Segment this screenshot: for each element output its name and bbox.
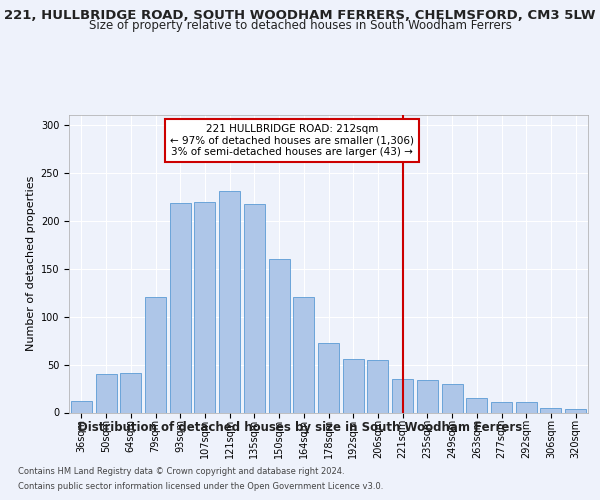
Bar: [219, 191, 240, 412]
Text: 221, HULLBRIDGE ROAD, SOUTH WOODHAM FERRERS, CHELMSFORD, CM3 5LW: 221, HULLBRIDGE ROAD, SOUTH WOODHAM FERR…: [4, 9, 596, 22]
Bar: [541, 408, 562, 412]
Bar: [71, 401, 92, 412]
Bar: [417, 380, 438, 412]
Bar: [343, 359, 364, 412]
Bar: [194, 202, 215, 412]
Bar: [367, 360, 388, 412]
Bar: [244, 204, 265, 412]
Bar: [269, 259, 290, 412]
Text: Size of property relative to detached houses in South Woodham Ferrers: Size of property relative to detached ho…: [89, 19, 511, 32]
Y-axis label: Number of detached properties: Number of detached properties: [26, 176, 37, 352]
Text: Contains public sector information licensed under the Open Government Licence v3: Contains public sector information licen…: [18, 482, 383, 491]
Bar: [491, 402, 512, 412]
Text: Distribution of detached houses by size in South Woodham Ferrers: Distribution of detached houses by size …: [78, 421, 522, 434]
Text: 221 HULLBRIDGE ROAD: 212sqm
← 97% of detached houses are smaller (1,306)
3% of s: 221 HULLBRIDGE ROAD: 212sqm ← 97% of det…: [170, 124, 414, 157]
Bar: [516, 402, 537, 412]
Bar: [318, 344, 339, 412]
Bar: [145, 298, 166, 412]
Bar: [392, 379, 413, 412]
Bar: [293, 298, 314, 412]
Bar: [95, 374, 116, 412]
Bar: [466, 398, 487, 412]
Bar: [442, 384, 463, 412]
Bar: [170, 204, 191, 412]
Text: Contains HM Land Registry data © Crown copyright and database right 2024.: Contains HM Land Registry data © Crown c…: [18, 467, 344, 476]
Bar: [120, 373, 141, 412]
Bar: [565, 408, 586, 412]
